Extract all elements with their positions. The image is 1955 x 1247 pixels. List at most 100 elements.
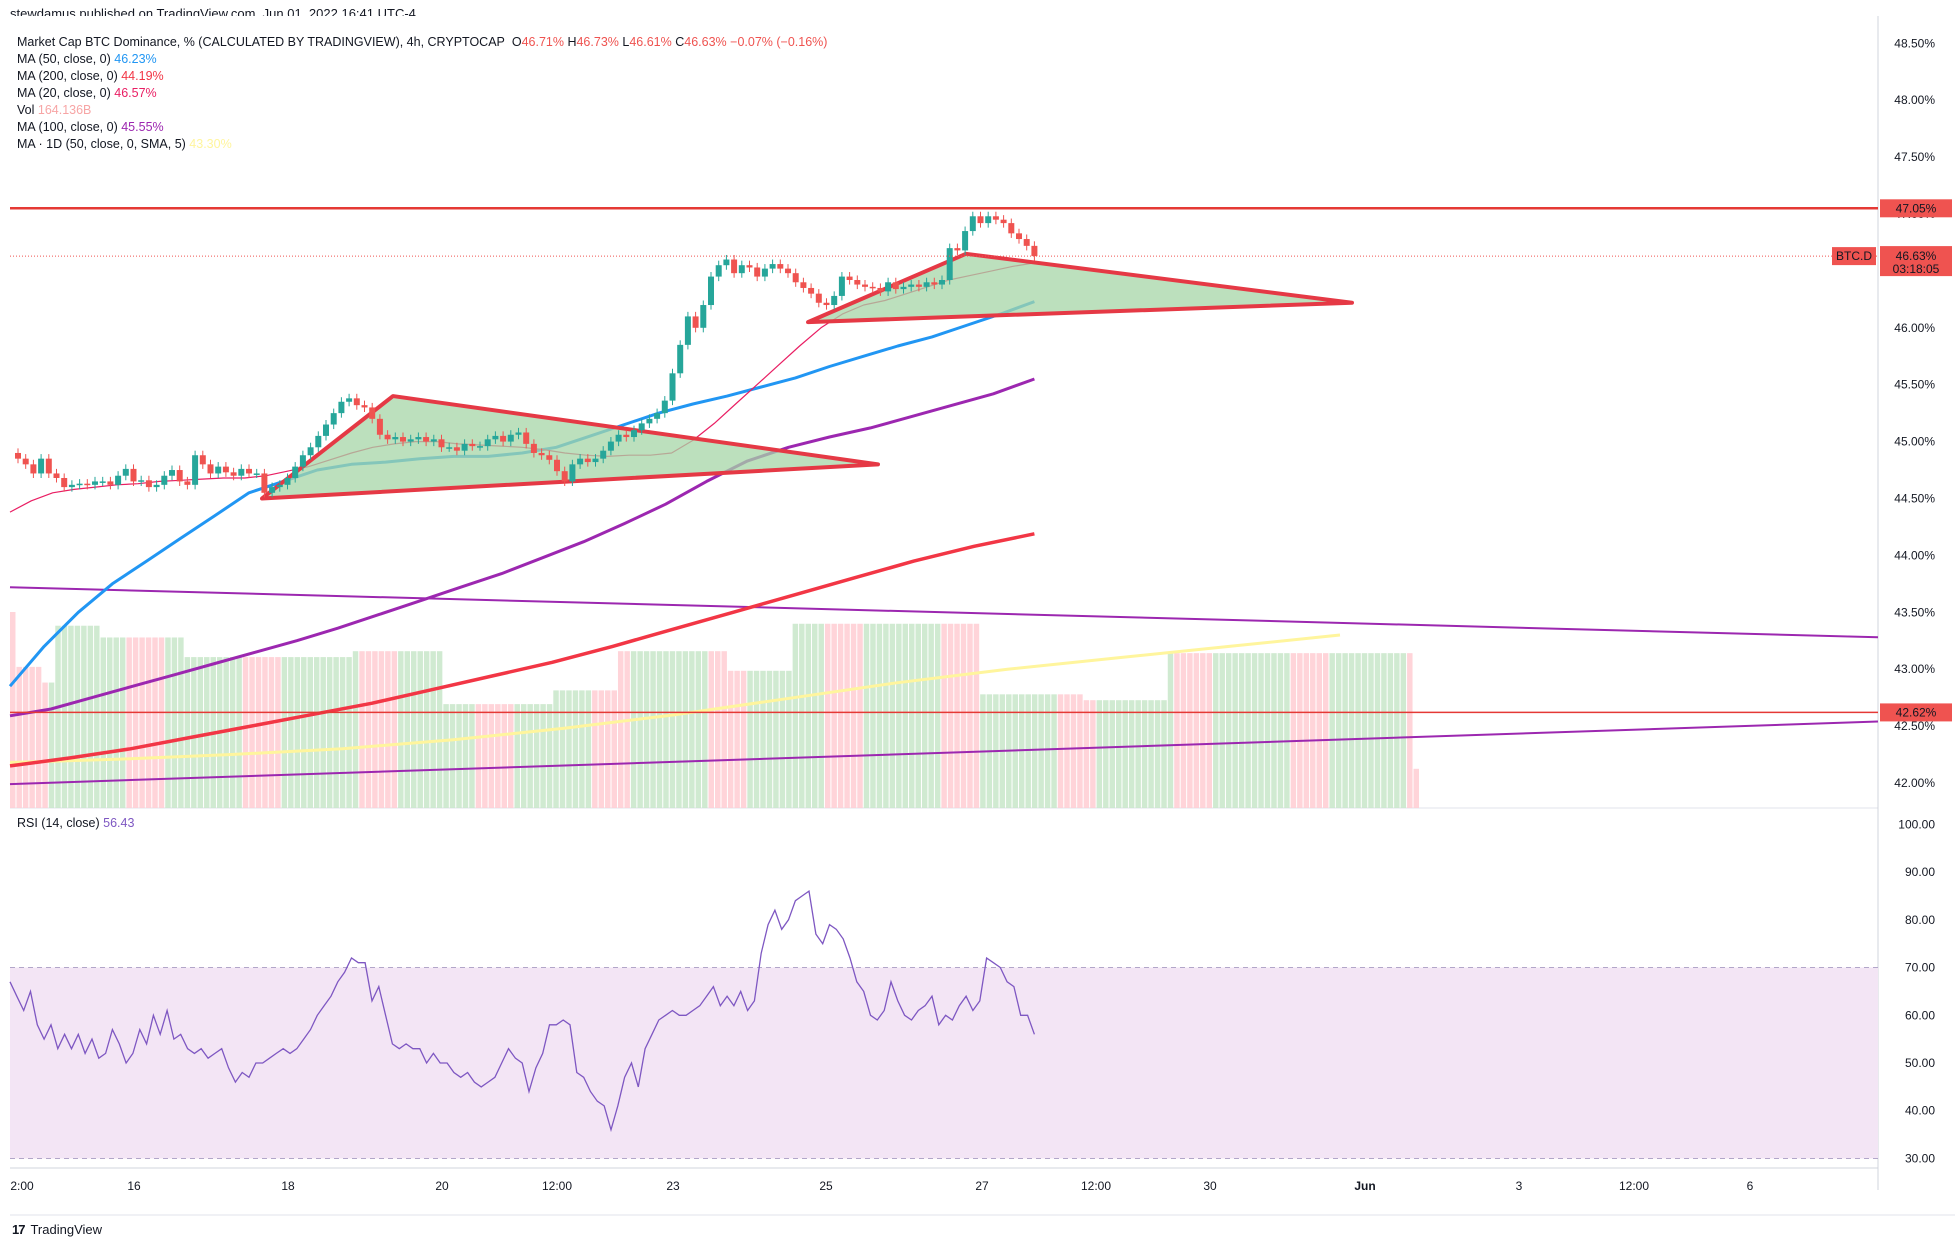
candle[interactable] (646, 418, 653, 424)
candle[interactable] (99, 481, 106, 483)
candle[interactable] (76, 483, 83, 486)
candle[interactable] (900, 286, 907, 290)
candle[interactable] (484, 439, 491, 447)
indicator-row-ma20[interactable]: MA (20, close, 0) 46.57% (17, 85, 827, 102)
candle[interactable] (677, 344, 684, 374)
candle[interactable] (692, 316, 699, 328)
candle[interactable] (30, 464, 37, 474)
candle[interactable] (169, 470, 175, 476)
candle[interactable] (815, 293, 822, 303)
candle[interactable] (754, 267, 761, 277)
candle[interactable] (600, 450, 607, 459)
candle[interactable] (846, 276, 853, 280)
candle[interactable] (831, 295, 838, 306)
candle[interactable] (446, 447, 453, 449)
candle[interactable] (68, 484, 75, 488)
candle[interactable] (877, 287, 884, 292)
candle[interactable] (638, 423, 645, 431)
candle[interactable] (615, 434, 622, 442)
candle[interactable] (561, 471, 568, 482)
candle[interactable] (985, 216, 992, 224)
candle[interactable] (569, 464, 576, 482)
candle[interactable] (862, 284, 868, 287)
candle[interactable] (492, 435, 499, 440)
candle[interactable] (176, 470, 183, 482)
candle[interactable] (946, 248, 953, 280)
candle[interactable] (153, 484, 160, 488)
candle[interactable] (908, 284, 915, 287)
candle[interactable] (230, 472, 237, 476)
candle[interactable] (869, 286, 876, 289)
candle[interactable] (923, 282, 930, 287)
candle[interactable] (38, 458, 45, 474)
candle[interactable] (238, 468, 245, 476)
candle[interactable] (708, 276, 714, 306)
candle[interactable] (992, 216, 999, 220)
candle[interactable] (477, 446, 483, 448)
candle[interactable] (684, 316, 691, 345)
candle[interactable] (215, 466, 222, 474)
candle[interactable] (515, 432, 522, 435)
candle[interactable] (530, 443, 537, 453)
candle[interactable] (607, 441, 614, 451)
candle[interactable] (500, 435, 507, 442)
candle[interactable] (53, 473, 60, 478)
candle[interactable] (353, 398, 360, 406)
candle[interactable] (800, 282, 807, 288)
candle[interactable] (400, 437, 406, 442)
candle[interactable] (507, 434, 514, 442)
footer-brand[interactable]: 17 TradingView (12, 1222, 102, 1237)
indicator-row-ma100[interactable]: MA (100, close, 0) 45.55% (17, 119, 827, 136)
candle[interactable] (130, 468, 137, 482)
candle[interactable] (407, 439, 414, 442)
candle[interactable] (307, 447, 314, 456)
candle[interactable] (45, 458, 52, 474)
candle[interactable] (145, 480, 152, 488)
candle[interactable] (22, 458, 29, 465)
channel-lower-line[interactable] (9, 720, 1879, 786)
candle[interactable] (269, 487, 276, 493)
candle[interactable] (538, 452, 545, 456)
candle[interactable] (731, 259, 738, 274)
candle[interactable] (415, 437, 422, 440)
candle[interactable] (854, 280, 861, 285)
rsi-legend[interactable]: RSI (14, close) 56.43 (17, 816, 134, 830)
indicator-row-ma50[interactable]: MA (50, close, 0) 46.23% (17, 51, 827, 68)
candle[interactable] (84, 483, 91, 486)
candle[interactable] (15, 452, 21, 459)
candle[interactable] (1023, 239, 1030, 246)
candle[interactable] (315, 435, 322, 448)
candle[interactable] (423, 437, 430, 442)
candle[interactable] (61, 478, 68, 488)
candle[interactable] (584, 458, 591, 463)
candle[interactable] (977, 216, 984, 224)
indicator-row-ma1d[interactable]: MA · 1D (50, close, 0, SMA, 5) 43.30% (17, 136, 827, 153)
candle[interactable] (792, 273, 799, 283)
candle[interactable] (761, 268, 768, 277)
candle[interactable] (769, 264, 776, 269)
candle[interactable] (546, 455, 553, 460)
candle[interactable] (962, 231, 969, 251)
candle[interactable] (746, 265, 753, 268)
candle[interactable] (376, 418, 383, 435)
symbol-legend-row[interactable]: Market Cap BTC Dominance, % (CALCULATED … (17, 34, 827, 51)
candle[interactable] (323, 424, 329, 436)
candle[interactable] (1031, 245, 1038, 257)
candle[interactable] (107, 481, 114, 485)
candle[interactable] (631, 430, 637, 438)
candle[interactable] (723, 259, 730, 266)
candle[interactable] (292, 466, 299, 478)
candle[interactable] (939, 280, 945, 285)
candle[interactable] (892, 282, 899, 290)
candle[interactable] (246, 468, 252, 474)
candle[interactable] (592, 458, 599, 463)
candle[interactable] (469, 443, 476, 447)
indicator-row-vol[interactable]: Vol 164.136B (17, 102, 827, 119)
candle[interactable] (207, 464, 214, 474)
candle[interactable] (192, 455, 199, 485)
candle[interactable] (438, 439, 445, 448)
candle[interactable] (915, 284, 922, 287)
candle[interactable] (661, 400, 668, 414)
candle[interactable] (738, 265, 745, 274)
